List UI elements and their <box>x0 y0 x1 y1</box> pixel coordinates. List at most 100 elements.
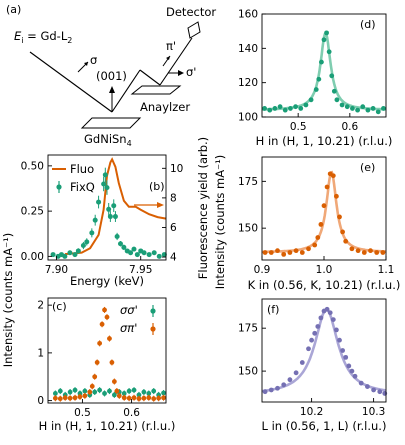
legend-fluo-label: Fluo <box>70 162 94 176</box>
diagram-a: (a) Ei = Gd-L2 σ (001) GdNiSn4 Anaylzer … <box>6 3 216 148</box>
chart-b-frame <box>47 154 167 261</box>
chart-d-point <box>381 106 386 111</box>
fixq-point <box>80 243 86 249</box>
chart-d-ytick-label: 120 <box>238 77 258 89</box>
chart-d-point <box>282 107 288 113</box>
series-1-point <box>151 396 157 402</box>
series-1-point <box>94 360 100 365</box>
chart-c-ytick-label: 0 <box>37 395 44 407</box>
chart-b-y2tick-label: 10 <box>170 163 183 175</box>
chart-d-point <box>334 97 340 103</box>
fixq-point <box>156 253 162 259</box>
series-0-point <box>156 392 162 398</box>
series-fluo-line <box>64 157 167 256</box>
chart-f-ytick-label: 150 <box>238 366 258 378</box>
series-1-point <box>146 395 152 401</box>
series-1-point <box>141 395 147 401</box>
chart-e-xtick-label: 0.9 <box>254 264 271 276</box>
chart-d-point <box>350 106 355 111</box>
fixq-point <box>121 244 127 250</box>
legend-ss-label: σσ' <box>120 303 138 317</box>
chart-d-point <box>303 102 309 108</box>
legend-ss-marker <box>150 308 156 314</box>
chart-d-point <box>313 87 319 92</box>
ei-sub: i <box>21 36 23 45</box>
series-1-point <box>136 396 142 402</box>
chart-e-point <box>355 248 361 254</box>
chart-f-point <box>306 346 311 352</box>
chart-f-point <box>268 387 274 393</box>
ei-sub2: 2 <box>67 36 72 45</box>
series-1-point <box>67 395 73 401</box>
series-0-point <box>126 388 132 394</box>
series-1-point <box>77 394 83 400</box>
chart-e-xtick-label: 1.0 <box>316 264 333 276</box>
fixq-point <box>151 250 157 256</box>
chart-e-point <box>343 238 349 244</box>
fixq-point <box>101 181 107 187</box>
analyzer-beam <box>139 69 161 86</box>
chart-c-xtick-label: 0.6 <box>123 407 140 419</box>
chart-d-fit-line <box>262 30 386 111</box>
fixq-point <box>104 185 110 191</box>
chart-d-ytick-label: 100 <box>238 112 258 124</box>
pi-prime-arrowhead <box>166 56 170 60</box>
chart-e-point <box>275 248 280 254</box>
series-1-point <box>156 395 162 401</box>
chart-c-frame <box>47 297 167 404</box>
chart-e-point <box>306 246 311 252</box>
chart-d-point <box>298 106 304 111</box>
series-1-point <box>62 395 68 401</box>
chart-e-point <box>299 250 305 255</box>
analyzer-label: Anaylzer <box>140 100 190 114</box>
series-1-point <box>87 389 93 395</box>
fixq-point <box>134 252 140 258</box>
fixq-point <box>96 199 102 205</box>
fixq-point <box>111 203 117 209</box>
scattered-beam <box>111 69 141 113</box>
series-0-point <box>52 391 58 396</box>
legend-fixq-label: FixQ <box>70 180 95 194</box>
series-0-point <box>107 388 112 394</box>
fixq-point <box>89 230 95 236</box>
chart-d-point <box>316 76 322 82</box>
chart-c-marks <box>52 306 166 402</box>
chart-b-xtick-label: 7.95 <box>129 264 152 276</box>
series-0-point <box>141 389 147 395</box>
series-1-point <box>126 395 132 401</box>
series-0-point <box>151 388 157 394</box>
chart-d-frame <box>261 13 387 118</box>
chart-f-ytick-label: 175 <box>238 323 258 335</box>
chart-e: 0.9 1.0 1.1 150 175 (e) K in (0.56, K, 10.21… <box>213 155 400 292</box>
chart-f-xlabel: L in (0.56, 1, L) (r.l.u.) <box>262 419 387 433</box>
sample-label: GdNiSn4 <box>84 132 132 148</box>
series-1-point <box>111 379 117 384</box>
fixq-point <box>131 246 137 252</box>
series-0-point <box>146 391 152 396</box>
chart-b-ytick-label: 0.50 <box>21 160 44 172</box>
chart-d-point <box>308 97 314 103</box>
series-1-point <box>104 314 110 320</box>
series-1-point <box>109 360 115 365</box>
chart-c-xlabel: H in (H, 1, 10.21) (r.l.u.) <box>39 419 176 433</box>
legend-sp-label: σπ' <box>120 321 137 335</box>
ei-e: E <box>14 29 22 43</box>
detector-box <box>187 21 201 39</box>
series-1-point <box>102 307 107 313</box>
chart-b-panel-label: (b) <box>149 180 165 193</box>
chart-d-point <box>293 104 298 110</box>
fixq-point <box>50 252 56 258</box>
series-1-point <box>107 336 112 341</box>
chart-d-xlabel: H in (H, 1, 10.21) (r.l.u.) <box>256 134 393 148</box>
chart-c-ticks: 0.5 0.6 0 1 2 <box>37 300 140 419</box>
chart-d-point <box>324 30 329 36</box>
fixq-point <box>128 250 134 256</box>
sample-plate <box>80 117 142 129</box>
chart-e-point <box>337 214 342 220</box>
pi-prime-label: π' <box>166 39 176 53</box>
fixq-point <box>141 250 147 256</box>
series-1-point <box>116 393 122 399</box>
chart-f-point <box>334 327 339 333</box>
chart-e-point <box>330 173 336 179</box>
